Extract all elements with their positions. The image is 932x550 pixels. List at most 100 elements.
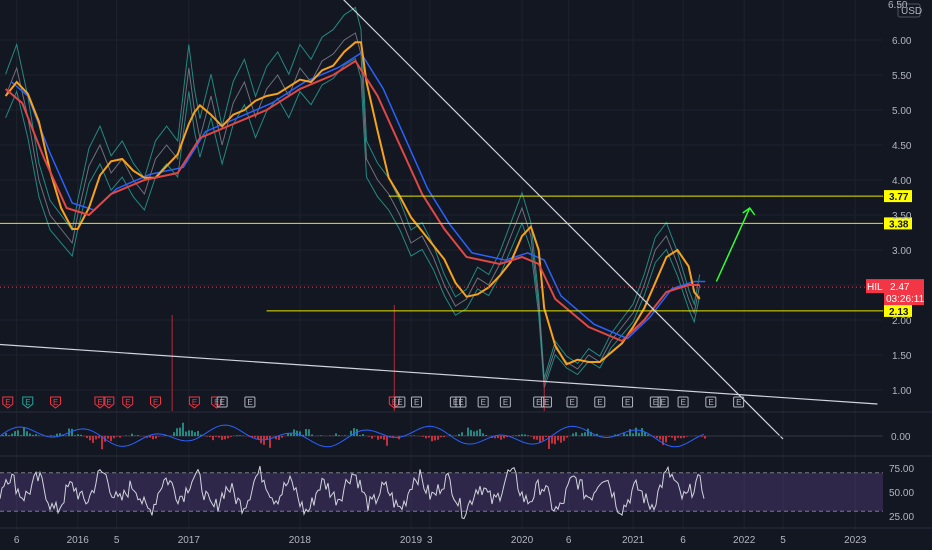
macd-bar [59, 433, 61, 436]
macd-bar [383, 436, 385, 440]
macd-bar [461, 432, 463, 436]
macd-bar [236, 435, 238, 436]
level-label-bg [884, 190, 912, 203]
macd-bar [116, 436, 118, 437]
earnings-label: E [53, 398, 58, 407]
price-axis[interactable]: 1.001.502.002.503.003.504.004.505.005.50… [866, 36, 925, 397]
macd-bar [593, 435, 595, 436]
rsi-tick-label: 75.00 [889, 464, 914, 475]
macd-bar [533, 436, 535, 440]
macd-bar [263, 436, 265, 445]
macd-bar [17, 430, 19, 436]
macd-bar [515, 435, 517, 436]
macd-bar [293, 429, 295, 436]
macd-bar [32, 434, 34, 436]
macd-bar [659, 436, 661, 440]
macd-bar [218, 436, 220, 438]
macd-bar [506, 436, 508, 438]
macd-bar [14, 431, 16, 436]
price-tick-label: 4.50 [892, 141, 912, 152]
earnings-label: E [106, 398, 111, 407]
macd-bar [440, 436, 442, 438]
earnings-label: E [125, 398, 130, 407]
macd-bar [629, 429, 631, 436]
macd-bar [23, 427, 25, 436]
level-label: 3.38 [889, 219, 909, 230]
earnings-label: E [661, 398, 666, 407]
macd-bar [425, 436, 427, 439]
earnings-marker [2, 396, 14, 409]
macd-bar [638, 432, 640, 436]
macd-bar [335, 433, 337, 436]
rsi-band [0, 472, 883, 512]
earnings-marker [677, 396, 689, 408]
top-partial-label: 6.50 [888, 0, 908, 11]
earnings-marker [149, 396, 161, 409]
macd-bar [494, 436, 496, 439]
macd-bar [320, 435, 322, 436]
time-tick-label: 2022 [733, 535, 756, 546]
macd-bar [275, 436, 277, 440]
macd-bar [209, 436, 211, 438]
rsi-line [0, 465, 705, 520]
macd-bar [560, 436, 562, 443]
macd-bar [476, 430, 478, 436]
macd-bar [92, 436, 94, 443]
macd-bar [353, 428, 355, 436]
macd-bar [374, 436, 376, 437]
rsi-tick-label: 25.00 [889, 512, 914, 523]
macd-bar [635, 427, 637, 436]
earnings-marker [394, 396, 406, 408]
macd-bar [458, 434, 460, 436]
macd-bar [656, 436, 658, 439]
earnings-marker [94, 396, 106, 409]
macd-bar [470, 430, 472, 436]
macd-bar [542, 436, 544, 441]
time-axis[interactable]: 6 2016 5 2017 2018 2019 3 2020 6 2021 6 2022 5 2023 [14, 535, 867, 546]
currency-badge[interactable]: USD [897, 3, 922, 18]
currency-label: USD [901, 6, 922, 17]
macd-bar [191, 430, 193, 436]
macd-bar [572, 433, 574, 436]
time-tick-label: 6 [566, 535, 572, 546]
macd-bar [359, 435, 361, 436]
macd-bar [686, 436, 688, 437]
earnings-label: E [5, 398, 10, 407]
macd-bar [20, 435, 22, 436]
earnings-label: E [625, 398, 630, 407]
earnings-label: E [481, 398, 486, 407]
earnings-label: E [458, 398, 463, 407]
macd-bar [194, 432, 196, 436]
macd-bar [302, 434, 304, 436]
last-price-badge [884, 279, 924, 306]
macd-bar [428, 436, 430, 438]
macd-bar [113, 436, 115, 439]
macd-bar [521, 434, 523, 436]
macd-bar [74, 435, 76, 436]
trendline [0, 343, 878, 405]
level-label-bg [884, 304, 912, 317]
earnings-label: E [25, 398, 30, 407]
macd-bar [125, 435, 127, 436]
macd-bar [50, 435, 52, 436]
horizontal-levels: 3.77 3.38 2.13 [0, 190, 912, 318]
macd-bar [368, 436, 370, 437]
macd-bar [89, 436, 91, 441]
price-tick-label: 5.00 [892, 106, 912, 117]
macd-bar [431, 436, 433, 442]
price-tick-label: 5.50 [892, 71, 912, 82]
macd-bar [590, 431, 592, 436]
price-tick-label: 6.00 [892, 36, 912, 47]
macd-line [0, 424, 705, 448]
macd-bar [566, 436, 568, 438]
macd-bar [653, 436, 655, 437]
macd-bar [290, 433, 292, 436]
macd-bar [131, 433, 133, 436]
macd-bar [107, 436, 109, 439]
level-label-bg [884, 217, 912, 230]
earnings-label: E [570, 398, 575, 407]
macd-bar [386, 436, 388, 446]
time-tick-label: 5 [780, 535, 786, 546]
macd-bar [668, 436, 670, 437]
